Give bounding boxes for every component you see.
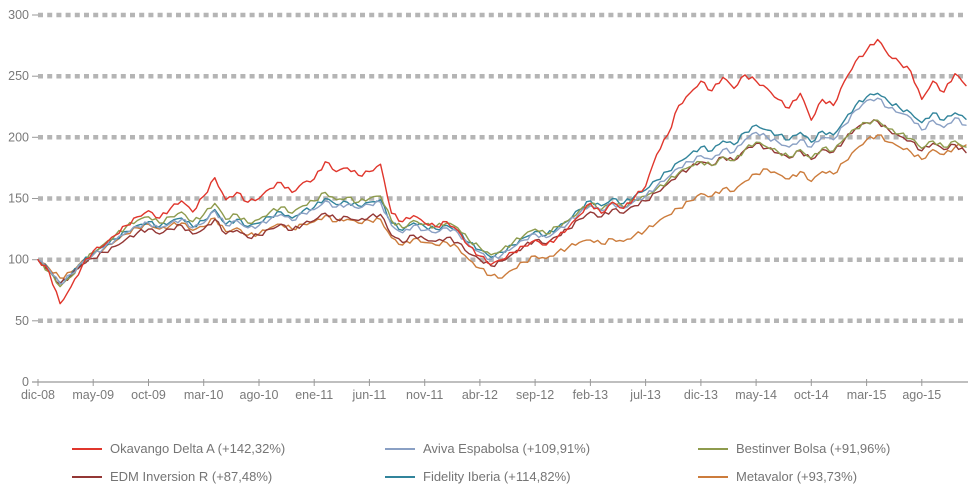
chart-legend: Okavango Delta A (+142,32%) Aviva Espabol…	[72, 441, 972, 484]
y-axis-label: 200	[8, 130, 29, 144]
x-axis-label: mar-10	[184, 388, 224, 402]
legend-item: Okavango Delta A (+142,32%)	[72, 441, 385, 456]
y-axis-label: 250	[8, 69, 29, 83]
x-axis-label: feb-13	[573, 388, 608, 402]
x-axis-label: abr-12	[462, 388, 498, 402]
legend-swatch	[385, 475, 415, 478]
y-axis-label: 50	[15, 314, 29, 328]
legend-swatch	[385, 447, 415, 450]
y-axis-label: 150	[8, 192, 29, 206]
y-axis-label: 300	[8, 8, 29, 22]
series-line	[37, 92, 967, 284]
y-axis-label: 0	[22, 375, 29, 389]
x-axis-label: oct-09	[131, 388, 166, 402]
series-line	[37, 119, 967, 288]
x-axis-label: dic-08	[21, 388, 55, 402]
series-line	[37, 134, 967, 279]
legend-label: Bestinver Bolsa (+91,96%)	[736, 441, 891, 456]
x-axis-label: nov-11	[406, 388, 443, 402]
x-axis-label: ene-11	[295, 388, 333, 402]
x-axis-label: dic-13	[684, 388, 718, 402]
legend-item: EDM Inversion R (+87,48%)	[72, 469, 385, 484]
legend-swatch	[698, 447, 728, 450]
x-axis-label: jun-11	[351, 388, 386, 402]
x-axis-label: ago-10	[240, 388, 279, 402]
legend-swatch	[72, 475, 102, 478]
y-axis-label: 100	[8, 253, 29, 267]
x-axis-label: may-14	[735, 388, 777, 402]
legend-label: EDM Inversion R (+87,48%)	[110, 469, 273, 484]
legend-label: Aviva Espabolsa (+109,91%)	[423, 441, 591, 456]
legend-item: Metavalor (+93,73%)	[698, 469, 972, 484]
x-axis-label: ago-15	[902, 388, 941, 402]
x-axis-label: jul-13	[629, 388, 661, 402]
series-line	[37, 118, 967, 285]
legend-item: Bestinver Bolsa (+91,96%)	[698, 441, 972, 456]
chart-canvas: 0 50 100 150 200 250 300 dic-08 may-09 oct-09 mar-…	[8, 8, 968, 402]
legend-label: Fidelity Iberia (+114,82%)	[423, 469, 571, 484]
legend-item: Aviva Espabolsa (+109,91%)	[385, 441, 698, 456]
x-axis-label: mar-15	[847, 388, 887, 402]
legend-swatch	[698, 475, 728, 478]
legend-label: Okavango Delta A (+142,32%)	[110, 441, 286, 456]
legend-swatch	[72, 447, 102, 450]
x-axis-label: sep-12	[516, 388, 554, 402]
x-axis-label: may-09	[72, 388, 114, 402]
legend-item: Fidelity Iberia (+114,82%)	[385, 469, 698, 484]
series-line	[37, 38, 967, 305]
series-line	[37, 97, 967, 285]
legend-label: Metavalor (+93,73%)	[736, 469, 858, 484]
x-axis-label: oct-14	[794, 388, 829, 402]
